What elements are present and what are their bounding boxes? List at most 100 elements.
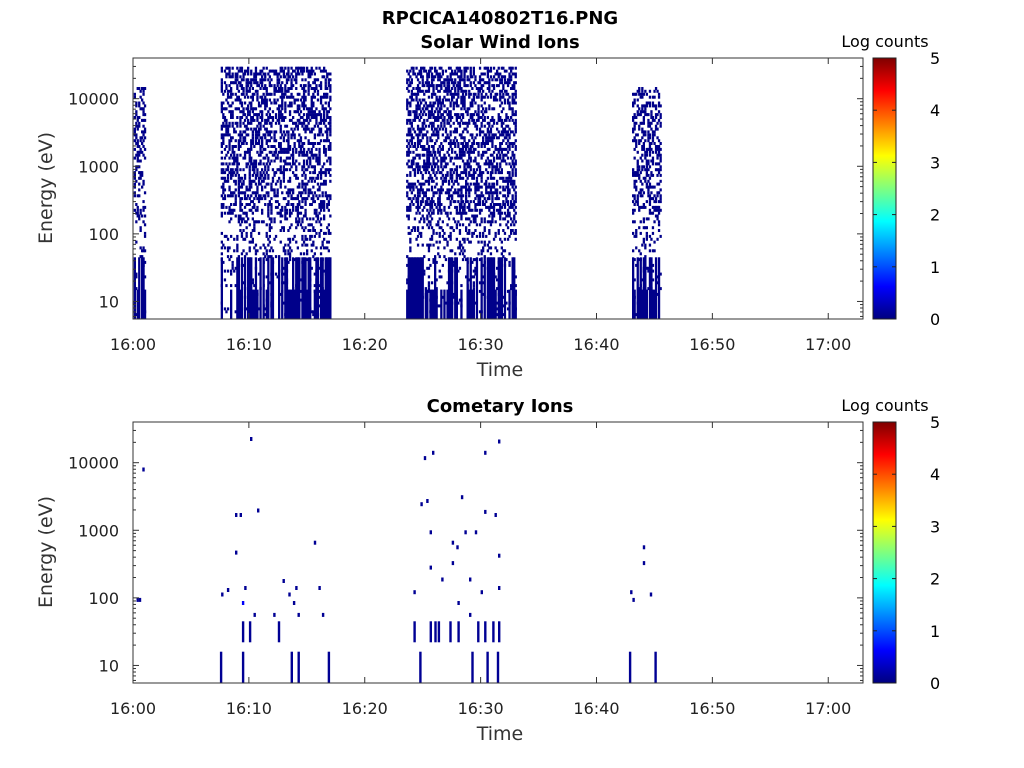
spectrogram-cell bbox=[301, 200, 304, 204]
spectrogram-cell bbox=[458, 133, 462, 137]
spectrogram-cell bbox=[265, 171, 268, 175]
spectrogram-cell bbox=[437, 98, 440, 102]
spectrogram-cell bbox=[242, 281, 245, 285]
spectrogram-cell bbox=[443, 118, 446, 122]
spectrogram-cell bbox=[446, 197, 449, 201]
spectrogram-cell bbox=[492, 208, 496, 212]
spectrogram-cell bbox=[253, 197, 256, 201]
spectrogram-cell bbox=[323, 182, 326, 186]
spectrogram-cell bbox=[438, 101, 441, 105]
spectrogram-cell bbox=[430, 217, 434, 221]
spectrogram-cell bbox=[654, 214, 658, 218]
spectrogram-cell bbox=[469, 69, 472, 73]
spectrogram-cell bbox=[313, 252, 316, 256]
spectrogram-cell bbox=[237, 191, 240, 195]
spectrogram-cell bbox=[231, 211, 234, 215]
spectrogram-cell bbox=[463, 136, 466, 140]
spectrogram-cell bbox=[312, 87, 315, 90]
spectrogram-cell bbox=[138, 194, 141, 198]
spectrogram-cell bbox=[482, 89, 485, 93]
spectrogram-cell bbox=[309, 118, 312, 122]
spectrogram-cell bbox=[468, 92, 471, 96]
spectrogram-cell bbox=[421, 78, 424, 82]
spectrogram-cell bbox=[406, 214, 409, 218]
spectrogram-cell bbox=[460, 107, 463, 111]
spectrogram-cell bbox=[319, 95, 323, 99]
spectrogram-cell bbox=[290, 651, 293, 683]
spectrogram-cell bbox=[221, 592, 224, 597]
spectrogram-cell bbox=[254, 208, 258, 212]
spectrogram-cell bbox=[309, 156, 312, 160]
spectrogram-cell bbox=[430, 84, 434, 88]
spectrogram-cell bbox=[642, 203, 645, 206]
spectrogram-cell bbox=[466, 217, 469, 221]
spectrogram-cell bbox=[416, 226, 420, 230]
spectrogram-cell bbox=[434, 75, 437, 79]
spectrogram-cell bbox=[139, 150, 142, 154]
spectrogram-cell bbox=[455, 72, 458, 76]
spectrogram-cell bbox=[295, 110, 298, 114]
spectrogram-cell bbox=[256, 113, 259, 117]
spectrogram-cell bbox=[262, 243, 265, 247]
spectrogram-cell bbox=[326, 95, 329, 99]
spectrogram-cell bbox=[230, 136, 233, 140]
spectrogram-cell bbox=[513, 121, 516, 125]
spectrogram-streak bbox=[251, 289, 254, 319]
spectrogram-cell bbox=[499, 98, 502, 102]
spectrogram-cell bbox=[641, 147, 644, 151]
spectrogram-cell bbox=[416, 136, 420, 140]
spectrogram-cell bbox=[441, 118, 444, 122]
spectrogram-cell bbox=[240, 217, 244, 221]
spectrogram-cell bbox=[429, 150, 432, 154]
spectrogram-cell bbox=[329, 179, 332, 183]
spectrogram-cell bbox=[225, 130, 228, 134]
spectrogram-cell bbox=[225, 162, 228, 166]
spectrogram-cell bbox=[458, 121, 462, 125]
spectrogram-cell bbox=[304, 197, 307, 201]
spectrogram-cell bbox=[636, 98, 639, 102]
spectrogram-cell bbox=[288, 188, 292, 192]
spectrogram-cell bbox=[463, 81, 466, 85]
spectrogram-cell bbox=[239, 208, 242, 212]
spectrogram-cell bbox=[290, 133, 293, 137]
spectrogram-cell bbox=[287, 260, 290, 264]
spectrogram-cell bbox=[636, 110, 639, 114]
spectrogram-cell bbox=[452, 84, 455, 88]
spectrogram-cell bbox=[256, 118, 259, 122]
spectrogram-cell bbox=[321, 133, 324, 137]
spectrogram-cell bbox=[458, 229, 462, 232]
spectrogram-cell bbox=[304, 127, 307, 131]
spectrogram-cell bbox=[429, 153, 432, 157]
spectrogram-cell bbox=[413, 116, 417, 119]
spectrogram-cell bbox=[259, 136, 262, 140]
spectrogram-cell bbox=[438, 171, 441, 175]
spectrogram-cell bbox=[418, 156, 421, 160]
spectrogram-cell bbox=[318, 586, 321, 590]
spectrogram-cell bbox=[430, 168, 434, 172]
spectrogram-cell bbox=[413, 142, 417, 145]
spectrogram-cell bbox=[437, 124, 440, 128]
spectrogram-cell bbox=[138, 159, 141, 163]
spectrogram-cell bbox=[497, 197, 500, 201]
spectrogram-cell bbox=[647, 124, 650, 128]
spectrogram-cell bbox=[641, 110, 644, 114]
spectrogram-cell bbox=[323, 66, 326, 70]
spectrogram-cell bbox=[237, 89, 240, 93]
spectrogram-cell bbox=[256, 84, 259, 88]
spectrogram-cell bbox=[465, 110, 468, 114]
spectrogram-cell bbox=[483, 229, 486, 232]
spectrogram-cell bbox=[469, 145, 472, 148]
spectrogram-cell bbox=[641, 127, 644, 131]
spectrogram-cell bbox=[248, 246, 251, 250]
spectrogram-cell bbox=[452, 171, 455, 175]
spectrogram-cell bbox=[447, 116, 451, 119]
spectrogram-cell bbox=[410, 159, 413, 163]
spectrogram-cell bbox=[285, 139, 289, 143]
spectrogram-cell bbox=[136, 156, 139, 160]
spectrogram-cell bbox=[271, 118, 275, 122]
spectrogram-cell bbox=[648, 185, 652, 189]
spectrogram-cell bbox=[659, 197, 662, 201]
spectrogram-cell bbox=[466, 130, 469, 134]
spectrogram-cell bbox=[659, 200, 662, 204]
spectrogram-streak bbox=[281, 257, 284, 319]
